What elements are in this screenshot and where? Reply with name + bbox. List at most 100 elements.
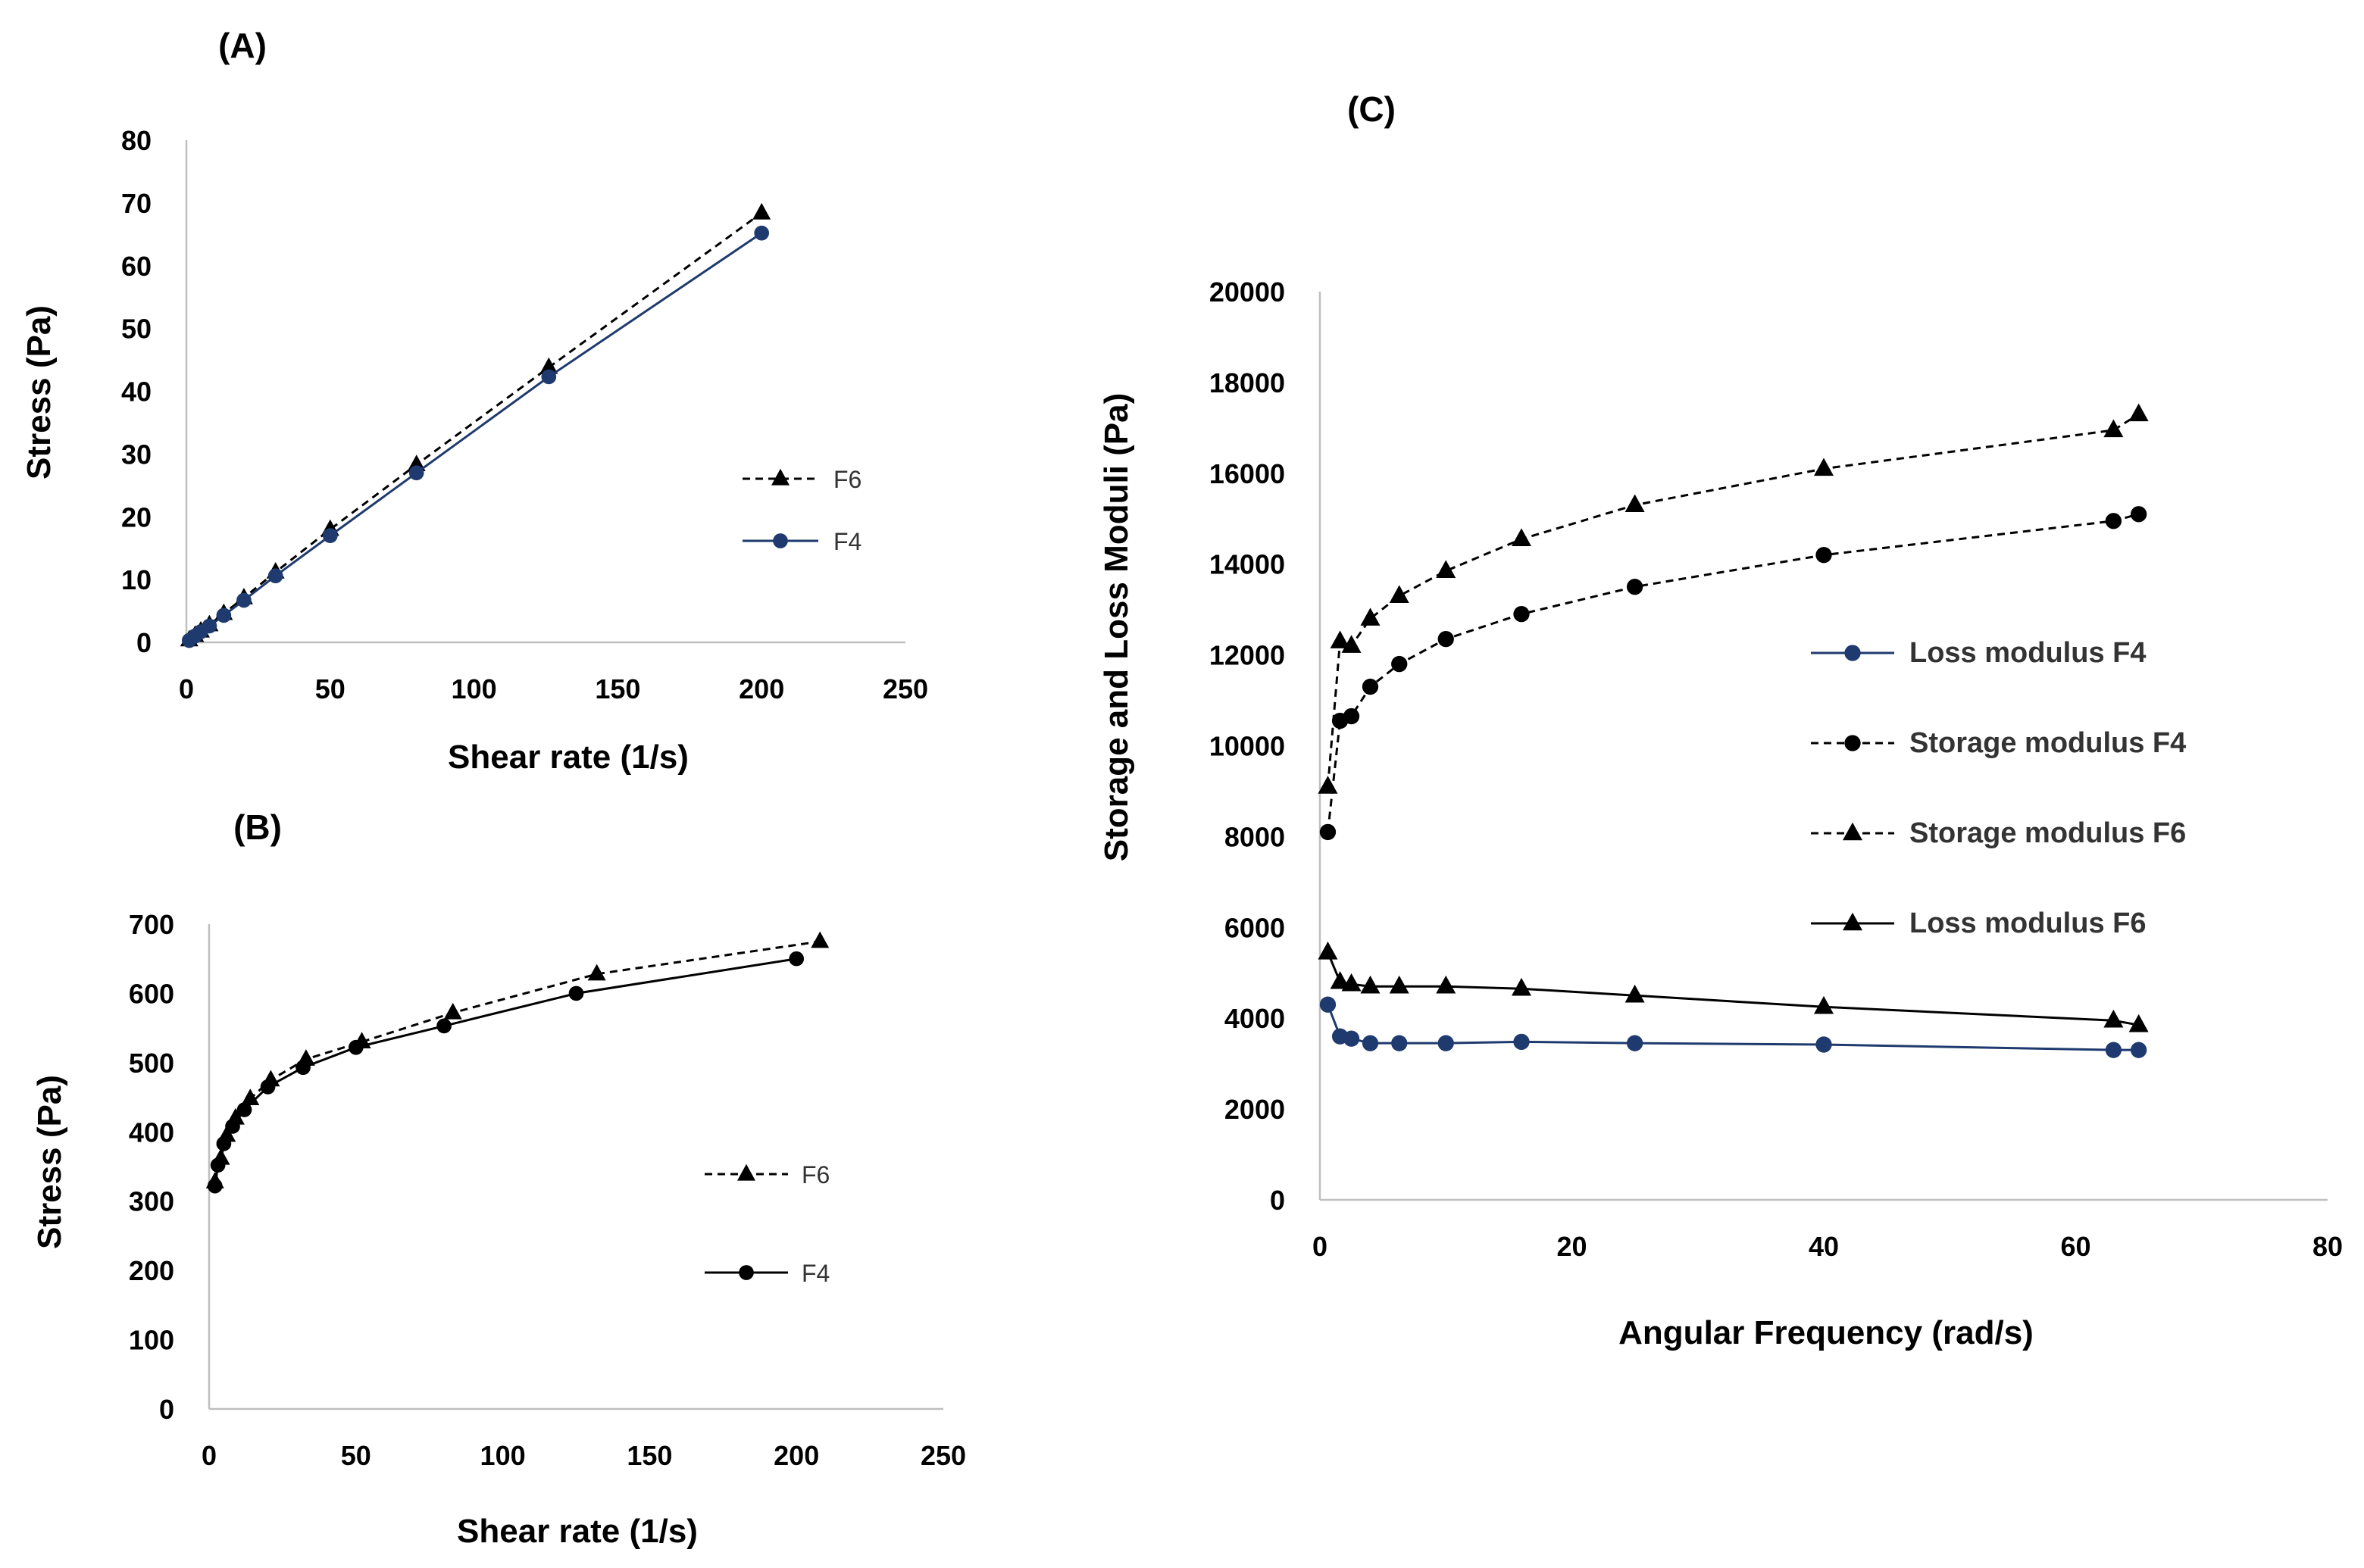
y-tick-label-b: 700	[129, 909, 174, 940]
data-point-c-loss-modulus-f6	[1318, 941, 1338, 960]
data-point-b-f6	[811, 931, 830, 948]
data-point-b-f6	[587, 964, 606, 981]
y-tick-label-c: 10000	[1209, 731, 1285, 762]
data-point-c-storage-modulus-f6	[1624, 494, 1645, 513]
y-tick-label-c: 2000	[1224, 1094, 1285, 1125]
y-tick-label-c: 20000	[1209, 276, 1285, 308]
y-tick-label-b: 500	[129, 1048, 174, 1079]
data-point-a-f4	[236, 592, 252, 608]
data-point-a-f4	[202, 618, 217, 634]
data-point-b-f4	[568, 985, 584, 1001]
x-tick-label-b: 200	[774, 1440, 819, 1471]
data-point-a-f4	[541, 369, 557, 385]
data-point-c-storage-modulus-f4	[2105, 513, 2122, 529]
data-point-a-f4	[216, 608, 232, 623]
data-point-c-storage-modulus-f4	[1815, 547, 1832, 564]
data-point-b-f4	[348, 1039, 364, 1055]
legend-label-a-f4: F4	[833, 528, 861, 555]
x-tick-label-c: 40	[1809, 1231, 1839, 1262]
data-point-a-f4	[754, 225, 770, 241]
legend-label-b-f4: F4	[802, 1260, 830, 1287]
legend-marker-a-f6	[771, 468, 790, 486]
legend-marker-c-loss-modulus-f6	[1843, 912, 1862, 931]
data-point-c-storage-modulus-f4	[1343, 707, 1360, 725]
x-tick-label-c: 20	[1556, 1231, 1587, 1262]
y-tick-label-b: 100	[129, 1325, 174, 1356]
data-point-c-storage-modulus-f6	[1389, 585, 1409, 603]
legend-label-c-storage-modulus-f6: Storage modulus F6	[1909, 817, 2186, 849]
data-point-c-storage-modulus-f6	[2128, 403, 2149, 422]
x-tick-label-c: 0	[1312, 1231, 1327, 1262]
y-tick-label-a: 10	[121, 564, 152, 595]
y-tick-label-b: 400	[129, 1117, 174, 1148]
legend-marker-c-storage-modulus-f6	[1843, 822, 1862, 841]
y-tick-label-a: 70	[121, 188, 152, 219]
data-point-c-loss-modulus-f6	[2128, 1014, 2149, 1032]
x-tick-label-b: 150	[627, 1440, 672, 1471]
data-point-c-storage-modulus-f4	[1319, 823, 1337, 841]
legend-marker-c-loss-modulus-f4	[1844, 645, 1861, 661]
legend-marker-b-f4	[739, 1265, 754, 1280]
y-tick-label-a: 80	[121, 125, 152, 156]
y-tick-label-b: 600	[129, 978, 174, 1009]
data-point-c-storage-modulus-f4	[1437, 630, 1454, 648]
data-point-c-storage-modulus-f6	[1360, 608, 1381, 626]
data-point-c-loss-modulus-f4	[1391, 1035, 1408, 1051]
data-point-c-loss-modulus-f4	[2105, 1042, 2122, 1058]
x-tick-label-a: 100	[452, 673, 497, 704]
data-point-a-f4	[267, 568, 283, 583]
y-tick-label-c: 12000	[1209, 640, 1285, 671]
data-point-b-f4	[210, 1157, 226, 1173]
y-tick-label-c: 16000	[1209, 458, 1285, 489]
x-tick-label-b: 250	[921, 1440, 966, 1471]
chart-a: (A) 0 10 20 30 40 50 60 70 80 0 50 100 150 200 250 Shear…	[20, 26, 928, 776]
x-tick-label-c: 60	[2060, 1231, 2090, 1262]
data-point-c-loss-modulus-f4	[1626, 1035, 1643, 1051]
data-point-c-storage-modulus-f6	[1318, 776, 1338, 794]
data-point-c-loss-modulus-f4	[1343, 1030, 1360, 1047]
data-point-c-loss-modulus-f6	[1436, 975, 1456, 994]
chart-c: (C) 0 2000 4000 6000 8000 10000 12000 14000 16000…	[1098, 89, 2343, 1351]
y-axis-title-c: Storage and Loss Moduli (Pa)	[1098, 393, 1135, 862]
legend-marker-b-f6	[737, 1164, 755, 1181]
data-point-c-storage-modulus-f4	[1362, 678, 1379, 695]
x-tick-label-b: 0	[202, 1440, 217, 1471]
data-point-c-loss-modulus-f4	[1513, 1033, 1530, 1051]
data-point-c-storage-modulus-f6	[1814, 458, 1834, 476]
data-point-c-storage-modulus-f6	[2103, 419, 2124, 438]
panel-label-a: (A)	[218, 26, 267, 65]
y-tick-label-c: 4000	[1224, 1003, 1285, 1034]
data-point-a-f4	[322, 528, 338, 543]
x-tick-label-a: 0	[179, 673, 194, 704]
y-tick-label-b: 200	[129, 1255, 174, 1286]
data-point-b-f4	[216, 1135, 232, 1151]
data-point-c-storage-modulus-f6	[1330, 630, 1350, 648]
legend-label-c-loss-modulus-f6: Loss modulus F6	[1909, 907, 2146, 939]
y-tick-label-c: 8000	[1224, 821, 1285, 852]
data-point-b-f6	[443, 1002, 462, 1020]
data-point-c-storage-modulus-f6	[1341, 635, 1362, 653]
panel-label-b: (B)	[233, 807, 282, 847]
data-point-a-f6	[539, 357, 558, 374]
y-tick-label-c: 14000	[1209, 549, 1285, 580]
data-point-c-storage-modulus-f6	[1512, 528, 1531, 547]
data-point-c-loss-modulus-f6	[1512, 977, 1531, 996]
data-point-c-storage-modulus-f4	[1513, 605, 1530, 623]
legend-label-c-loss-modulus-f4: Loss modulus F4	[1909, 637, 2146, 669]
x-tick-label-a: 200	[739, 673, 784, 704]
panel-label-c: (C)	[1347, 89, 1396, 129]
x-tick-label-b: 100	[480, 1440, 526, 1471]
data-point-b-f4	[789, 951, 805, 967]
data-point-b-f4	[225, 1119, 240, 1134]
y-tick-label-a: 50	[121, 314, 152, 345]
legend-label-c-storage-modulus-f4: Storage modulus F4	[1909, 727, 2186, 759]
data-point-c-loss-modulus-f6	[1389, 975, 1409, 994]
y-tick-label-a: 60	[121, 251, 152, 282]
y-tick-label-c: 18000	[1209, 367, 1285, 398]
data-point-c-loss-modulus-f6	[1360, 975, 1381, 994]
data-point-b-f4	[296, 1060, 311, 1076]
x-axis-title-c: Angular Frequency (rad/s)	[1618, 1314, 2034, 1351]
y-tick-label-c: 0	[1270, 1185, 1285, 1216]
